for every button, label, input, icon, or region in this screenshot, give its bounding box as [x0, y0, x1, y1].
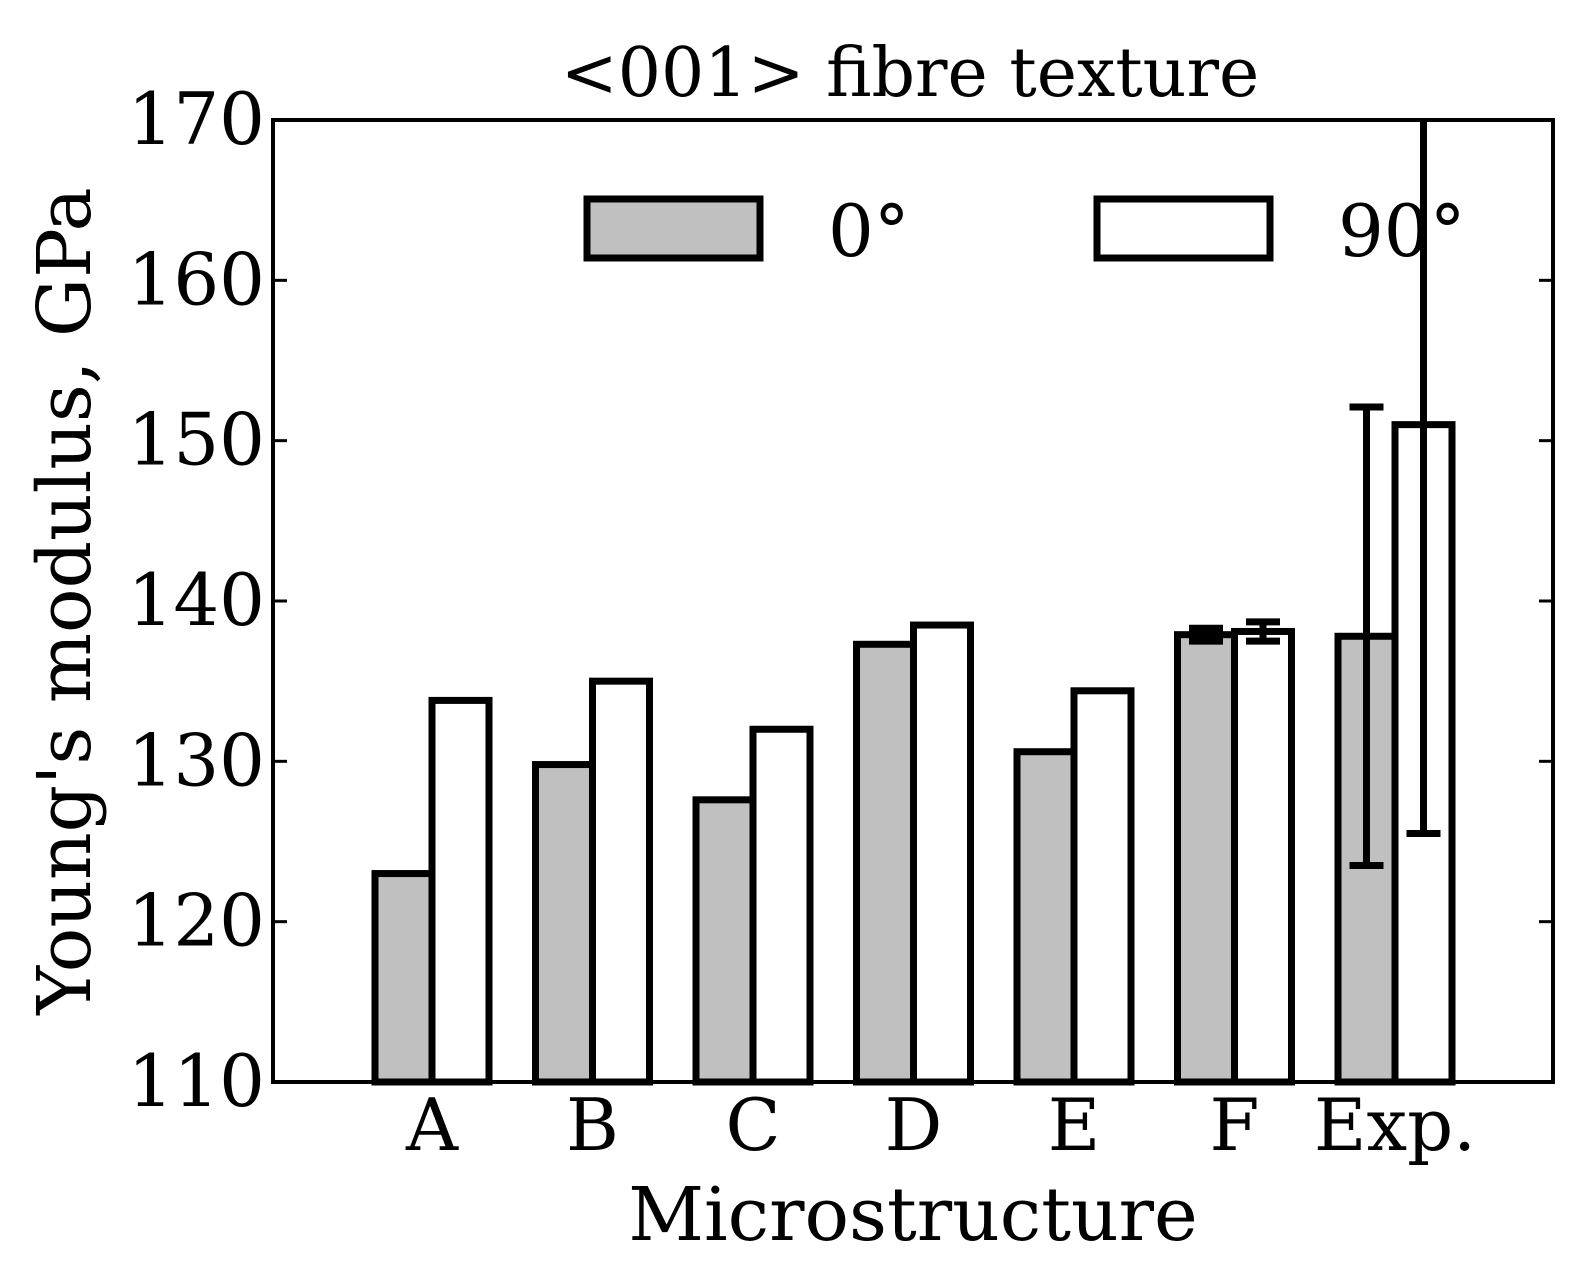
- bar-deg90-c: [749, 725, 814, 1086]
- x-tick-label: C: [725, 1083, 780, 1167]
- y-axis-label: Young's modulus, GPa: [22, 187, 108, 1015]
- x-tick-label: A: [405, 1083, 459, 1167]
- y-tick-label: 160: [128, 237, 265, 321]
- legend-label: 90°: [1338, 189, 1466, 273]
- y-axis: 110 120 130 140 150 160 170: [128, 77, 1553, 1123]
- bar-deg90-a: [428, 696, 493, 1086]
- error-bar-deg0-exp: [1349, 403, 1384, 870]
- bars-layer: [371, 421, 1456, 1086]
- y-tick-label: 120: [128, 879, 265, 963]
- x-tick-label: E: [1048, 1083, 1101, 1167]
- y-tick-label: 150: [128, 398, 265, 482]
- error-bars-layer: [1189, 120, 1441, 870]
- bar-deg90-f: [1231, 627, 1295, 1086]
- legend: 0° 90°: [583, 189, 1466, 273]
- legend-item-deg90: 90°: [1093, 189, 1466, 273]
- y-tick-label: 140: [128, 558, 265, 642]
- x-tick-label: D: [885, 1083, 943, 1167]
- x-tick-label: Exp.: [1314, 1083, 1476, 1167]
- y-tick-label: 110: [128, 1039, 265, 1123]
- bar-deg0-b: [532, 761, 596, 1086]
- bar-deg0-c: [692, 796, 757, 1086]
- legend-swatch: [583, 195, 764, 262]
- y-tick-label: 130: [128, 718, 265, 802]
- x-axis: A B C D E F Exp.: [405, 1068, 1476, 1167]
- bar-deg0-f: [1174, 631, 1238, 1086]
- legend-item-deg0: 0°: [583, 189, 910, 273]
- legend-swatch: [1093, 195, 1274, 262]
- bar-deg0-d: [853, 640, 917, 1086]
- chart-title: <001> fibre texture: [561, 34, 1259, 113]
- bar-deg90-e: [1070, 687, 1135, 1086]
- y-tick-label: 170: [128, 77, 265, 161]
- error-bar-deg90-f: [1246, 618, 1280, 645]
- legend-label: 0°: [828, 189, 910, 273]
- error-bar-deg0-f: [1189, 624, 1223, 645]
- bar-deg90-d: [910, 621, 974, 1086]
- x-axis-label: Microstructure: [628, 1172, 1198, 1258]
- bar-deg0-a: [371, 870, 436, 1086]
- bar-deg0-e: [1013, 748, 1078, 1086]
- x-tick-label: B: [566, 1083, 619, 1167]
- x-tick-label: F: [1210, 1083, 1260, 1167]
- bar-deg90-b: [589, 677, 653, 1086]
- error-bar-deg90-exp: [1406, 120, 1441, 837]
